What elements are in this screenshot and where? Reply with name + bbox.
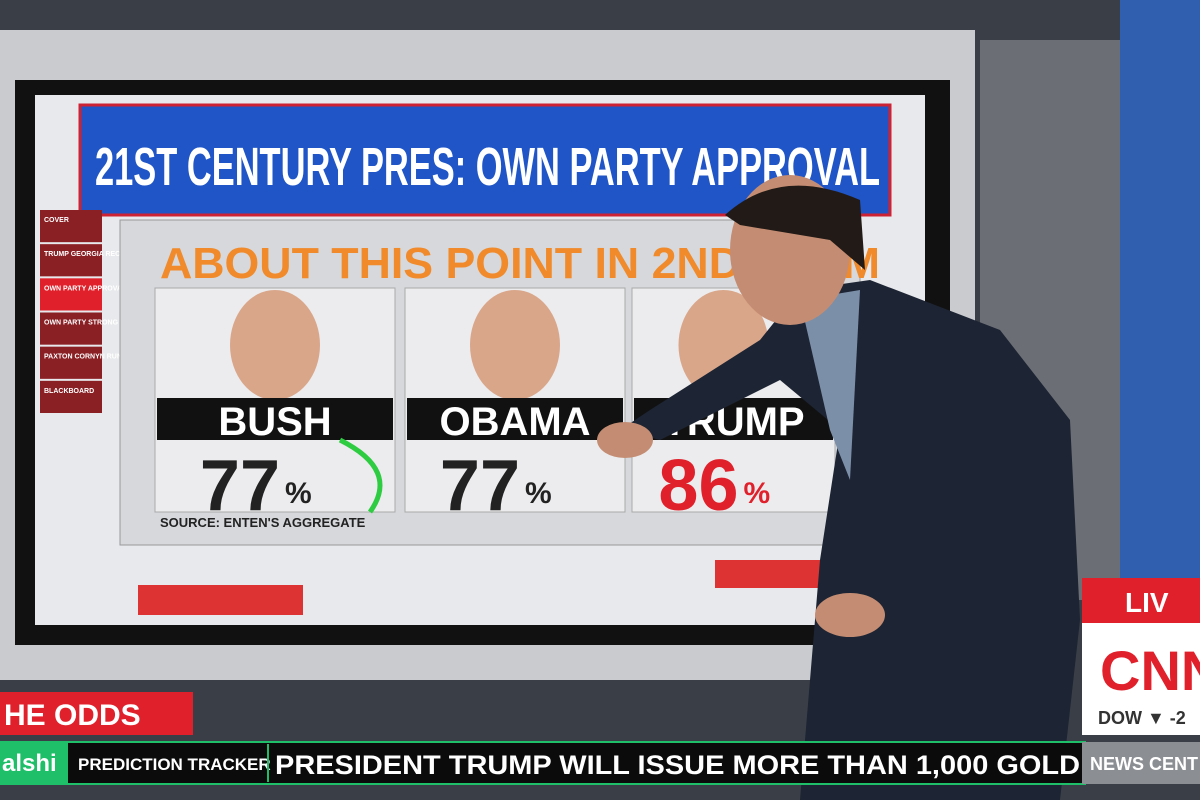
- candidate-name: OBAMA: [439, 400, 590, 444]
- approval-unit: %: [525, 477, 552, 510]
- brand: alshi: [2, 750, 57, 777]
- name-band: [157, 398, 393, 440]
- presenter-hand: [815, 593, 885, 637]
- menu-item: [40, 278, 102, 311]
- section-box: [1082, 742, 1200, 784]
- menu-label: BLACKBOARD: [44, 388, 94, 395]
- odds-label: HE ODDS: [4, 699, 141, 732]
- network-logo: CNN: [1100, 639, 1200, 702]
- presenter-shirt: [800, 290, 860, 480]
- market: DOW ▼ -2: [1098, 708, 1186, 728]
- candidate-name: BUSH: [218, 400, 331, 444]
- menu-item: [40, 244, 102, 277]
- title: 21ST CENTURY PRES: OWN PARTY APPROVAL: [95, 137, 880, 197]
- brand-box: [0, 742, 68, 784]
- approval-value: 77: [200, 446, 280, 526]
- menu-label: TRUMP GEORGIA RECORD: [44, 251, 136, 258]
- menu-item: [40, 210, 102, 243]
- menu: COVER TRUMP GEORGIA RECORD OWN PARTY APPRO…: [40, 210, 158, 413]
- menu-item: [40, 312, 102, 345]
- highlight-arc: [338, 437, 383, 514]
- source: SOURCE: ENTEN'S AGGREGATE: [160, 515, 366, 530]
- menu-label: OWN PARTY STRONG APPROVE: [44, 320, 154, 327]
- section: NEWS CENT: [1090, 754, 1198, 774]
- studio-light: [1120, 0, 1200, 600]
- approval-value: 86: [658, 446, 738, 526]
- portrait: [470, 290, 560, 400]
- live-box: [1082, 578, 1200, 623]
- menu-label: COVER: [44, 217, 69, 224]
- portrait: [230, 290, 320, 400]
- ticker-text: PRESIDENT TRUMP WILL ISSUE MORE THAN 1,0…: [275, 750, 1080, 780]
- ticker-bar: [0, 741, 1086, 785]
- live: LIV: [1125, 587, 1169, 618]
- approval-value: 77: [440, 446, 520, 526]
- menu-label: PAXTON CORNYN RUNOFF ODDS: [44, 354, 158, 361]
- tracker: PREDICTION TRACKER: [78, 755, 271, 774]
- menu-label: OWN PARTY APPROVAL: [44, 285, 127, 292]
- odds-box: [0, 692, 193, 735]
- name-band: [407, 398, 623, 440]
- presenter-suit: [620, 280, 1080, 800]
- presenter-hand: [597, 422, 653, 458]
- approval-unit: %: [285, 477, 312, 510]
- approval-unit: %: [744, 477, 771, 510]
- network-box: [1082, 623, 1200, 735]
- color-chips: [138, 585, 303, 615]
- menu-item: [40, 346, 102, 379]
- presenter-hair: [725, 185, 865, 270]
- menu-item: [40, 380, 102, 413]
